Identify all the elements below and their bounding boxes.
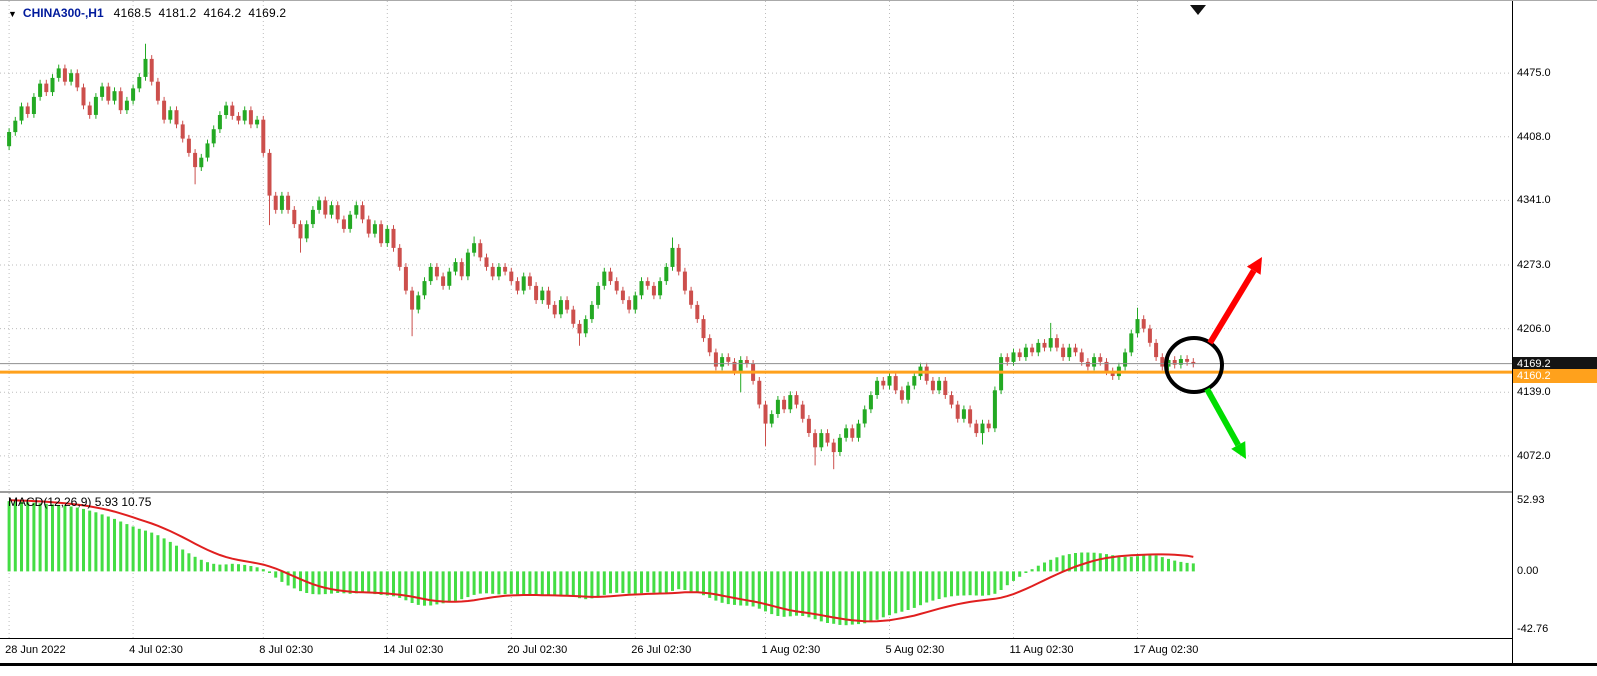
price-tick-label: 4408.0 (1517, 130, 1551, 143)
time-axis-label: 28 Jun 2022 (5, 644, 66, 656)
price-tick-label: 4475.0 (1517, 67, 1551, 80)
time-axis-label: 17 Aug 02:30 (1133, 644, 1199, 656)
macd-tick-label: 52.93 (1517, 493, 1545, 506)
macd-indicator-label: MACD(12,26,9) 5.93 10.75 (8, 495, 152, 509)
symbol-title: CHINA300-,H1 (22, 6, 104, 20)
time-axis[interactable]: 28 Jun 2022 4 Jul 02:30 8 Jul 02:30 14 Jul … (0, 640, 1512, 663)
chart-header: ▼ CHINA300-,H1 4168.5 4181.2 4164.2 4169.2 (8, 6, 293, 20)
time-axis-label: 26 Jul 02:30 (631, 644, 692, 656)
price-tick-label: 4273.0 (1517, 259, 1551, 271)
bid-price-label: 4169.2 (1513, 356, 1597, 371)
time-axis-label: 1 Aug 02:30 (761, 644, 821, 656)
up-arrow-annotation-head[interactable] (1246, 257, 1262, 275)
price-tick-label: 4072.0 (1517, 449, 1551, 462)
circle-annotation[interactable] (1164, 336, 1224, 394)
macd-histogram (7, 501, 1195, 626)
price-chart-pane[interactable] (0, 1, 1512, 491)
ohlc-open: 4168.5 (113, 6, 152, 20)
price-scale[interactable]: 4475.0 4408.0 4341.0 4273.0 4206.0 4139.0 4072… (1512, 1, 1597, 663)
order-price-label: 4160.2 (1513, 369, 1597, 384)
time-axis-label: 8 Jul 02:30 (259, 644, 314, 656)
pane-separator[interactable] (0, 491, 1512, 493)
time-axis-label: 4 Jul 02:30 (129, 644, 183, 656)
down-arrow-annotation[interactable] (1204, 387, 1241, 447)
time-axis-label: 5 Aug 02:30 (885, 644, 945, 656)
symbol-dropdown-icon[interactable]: ▼ (8, 9, 17, 19)
up-arrow-annotation[interactable] (1207, 269, 1257, 345)
candlestick-series (7, 43, 1196, 470)
macd-tick-label: 0.00 (1517, 565, 1539, 578)
chart-shift-marker-icon[interactable] (1190, 5, 1206, 15)
window-bottom-edge (0, 663, 1597, 666)
ohlc-high: 4181.2 (158, 6, 197, 20)
price-tick-label: 4206.0 (1517, 322, 1551, 335)
ohlc-low: 4164.2 (203, 6, 242, 20)
price-tick-label: 4139.0 (1517, 386, 1551, 399)
time-axis-label: 14 Jul 02:30 (383, 644, 444, 656)
macd-indicator-pane[interactable] (0, 493, 1512, 638)
macd-tick-label: -42.76 (1517, 623, 1549, 636)
ohlc-values: 4168.5 4181.2 4164.2 4169.2 (114, 6, 294, 20)
ohlc-close: 4169.2 (248, 6, 287, 20)
macd-signal-line (9, 499, 1194, 623)
time-axis-line (0, 638, 1512, 639)
price-tick-label: 4341.0 (1517, 194, 1551, 207)
time-axis-label: 11 Aug 02:30 (1009, 644, 1074, 656)
time-axis-label: 20 Jul 02:30 (507, 644, 568, 656)
down-arrow-annotation-head[interactable] (1231, 441, 1246, 459)
